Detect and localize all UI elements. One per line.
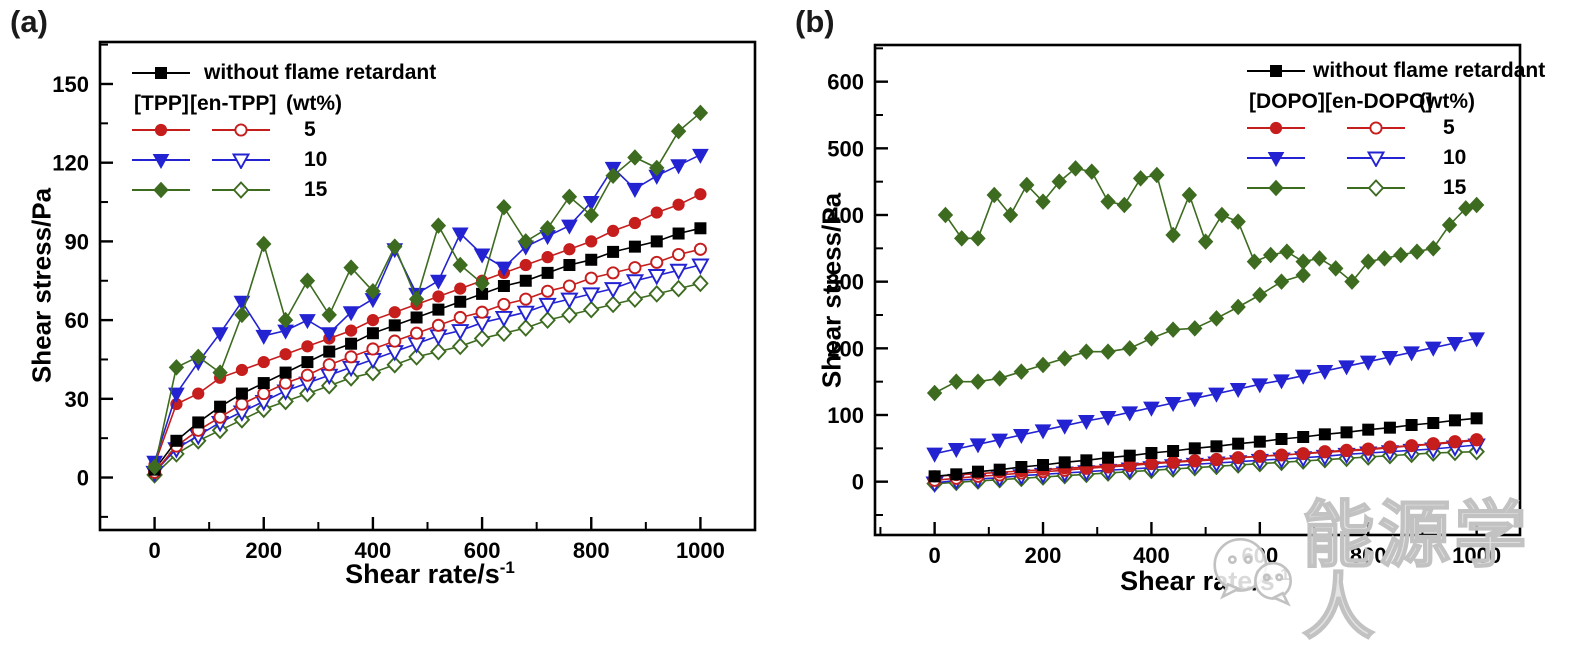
- triangle-down-filled-swatch-icon: [1247, 152, 1305, 167]
- svg-text:90: 90: [65, 229, 89, 254]
- svg-text:150: 150: [52, 72, 89, 97]
- diamond-open-swatch-icon: [1347, 179, 1405, 197]
- triangle-down-filled-swatch-icon: [132, 154, 190, 169]
- svg-text:600: 600: [464, 538, 501, 563]
- legend-header-col2: [en-TPP]: [190, 92, 277, 115]
- svg-text:400: 400: [355, 538, 392, 563]
- panel-b-y-axis-title: Shear stress/Pa: [816, 192, 847, 389]
- svg-text:0: 0: [148, 538, 160, 563]
- axis-ticks: [876, 47, 1478, 534]
- svg-text:800: 800: [1350, 543, 1387, 568]
- svg-text:120: 120: [52, 151, 89, 176]
- series-without-flame-retardant: [148, 222, 707, 476]
- series-tpp-5-wt-: [148, 188, 707, 471]
- legend-entry-no-flame-retardant: without flame retardant: [132, 61, 437, 84]
- legend-label: without flame retardant: [204, 61, 437, 84]
- watermark-text: 能源学人: [1301, 496, 1531, 648]
- svg-text:300: 300: [827, 270, 864, 295]
- wechat-icon: [1213, 537, 1293, 607]
- legend-label: without flame retardant: [1313, 59, 1546, 82]
- svg-text:500: 500: [827, 136, 864, 161]
- panel-a-label: (a): [10, 4, 48, 39]
- square-filled-swatch-icon: [1247, 65, 1305, 77]
- triangle-down-open-swatch-icon: [1347, 151, 1405, 167]
- series-dopo-15-wt-: [926, 160, 1485, 402]
- legend-value: 10: [1443, 146, 1467, 169]
- svg-text:0: 0: [77, 466, 89, 491]
- svg-text:400: 400: [1133, 543, 1170, 568]
- legend-row-10wt: 10: [1247, 146, 1467, 169]
- legend-header-col2: [en-DOPO]: [1325, 90, 1433, 113]
- legend-header-col3: (wt%): [286, 92, 342, 115]
- series-dopo-5-wt-: [928, 434, 1483, 483]
- svg-text:100: 100: [827, 403, 864, 428]
- legend-value: 15: [1443, 176, 1467, 199]
- circle-filled-swatch-icon: [132, 123, 190, 137]
- legend-header-col3: (wt%): [1419, 90, 1475, 113]
- figure: (a) (b) 0 200 400 600 800 1000 0 30 60 90 120 150 0…: [10, 4, 1546, 645]
- svg-text:30: 30: [65, 387, 89, 412]
- plot-frame: [98, 40, 757, 532]
- series-en-tpp-5-wt-: [148, 242, 707, 479]
- square-filled-swatch-icon: [132, 67, 190, 79]
- chart-b-canvas: 020040060080010000100200300400500600: [827, 43, 1522, 568]
- legend-value: 15: [304, 178, 328, 201]
- axis-tick-labels: 0 200 400 600 800 1000 0 30 60 90 120 150: [52, 72, 725, 563]
- legend-row-10wt: 10: [132, 148, 328, 171]
- series-without-flame-retardant: [928, 412, 1483, 483]
- series-dopo-10-wt-: [926, 332, 1485, 463]
- legend-row-5wt: 5: [1247, 116, 1455, 139]
- panel-b-label: (b): [795, 4, 835, 39]
- legend-entry-no-flame-retardant: without flame retardant: [1247, 59, 1546, 82]
- circle-filled-swatch-icon: [1247, 121, 1305, 135]
- svg-text:600: 600: [827, 70, 864, 95]
- legend-row-15wt: 15: [132, 178, 328, 201]
- svg-text:60: 60: [65, 308, 89, 333]
- chart-a-canvas: 0 200 400 600 800 1000 0 30 60 90 120 150: [52, 40, 757, 563]
- svg-text:800: 800: [573, 538, 610, 563]
- legend-value: 5: [304, 118, 316, 141]
- svg-text:0: 0: [852, 470, 864, 495]
- diamond-filled-swatch-icon: [132, 181, 190, 199]
- series-tpp-15-wt-: [146, 104, 709, 476]
- legend-value: 5: [1443, 116, 1455, 139]
- circle-open-swatch-icon: [1347, 121, 1405, 135]
- legend-header-col1: [DOPO]: [1249, 90, 1325, 113]
- diamond-open-swatch-icon: [212, 181, 270, 199]
- axis-ticks: [101, 43, 702, 529]
- legend-value: 10: [304, 148, 328, 171]
- svg-text:400: 400: [827, 203, 864, 228]
- panel-a-x-axis-title: Shear rate/s-1: [270, 558, 590, 590]
- axis-tick-labels: 020040060080010000100200300400500600: [827, 70, 1501, 568]
- legend-row-5wt: 5: [132, 118, 316, 141]
- legend-header-col1: [TPP]: [134, 92, 189, 115]
- svg-text:1000: 1000: [1452, 543, 1501, 568]
- panel-a-y-axis-title: Shear stress/Pa: [26, 187, 57, 384]
- triangle-down-open-swatch-icon: [212, 153, 270, 169]
- svg-text:200: 200: [245, 538, 282, 563]
- panel-a-x-axis-title-base: Shear rate/s: [345, 559, 500, 589]
- legend-row-15wt: 15: [1247, 176, 1467, 199]
- svg-text:1000: 1000: [676, 538, 725, 563]
- circle-open-swatch-icon: [212, 123, 270, 137]
- series-en-tpp-10-wt-: [145, 258, 710, 483]
- plot-frame: [873, 43, 1522, 537]
- panel-a-x-axis-title-sup: -1: [499, 558, 515, 577]
- series-en-tpp-15-wt-: [146, 274, 709, 484]
- diamond-filled-swatch-icon: [1247, 179, 1305, 197]
- svg-text:200: 200: [827, 336, 864, 361]
- svg-text:0: 0: [928, 543, 940, 568]
- svg-text:200: 200: [1025, 543, 1062, 568]
- watermark: 能源学人: [1205, 496, 1571, 648]
